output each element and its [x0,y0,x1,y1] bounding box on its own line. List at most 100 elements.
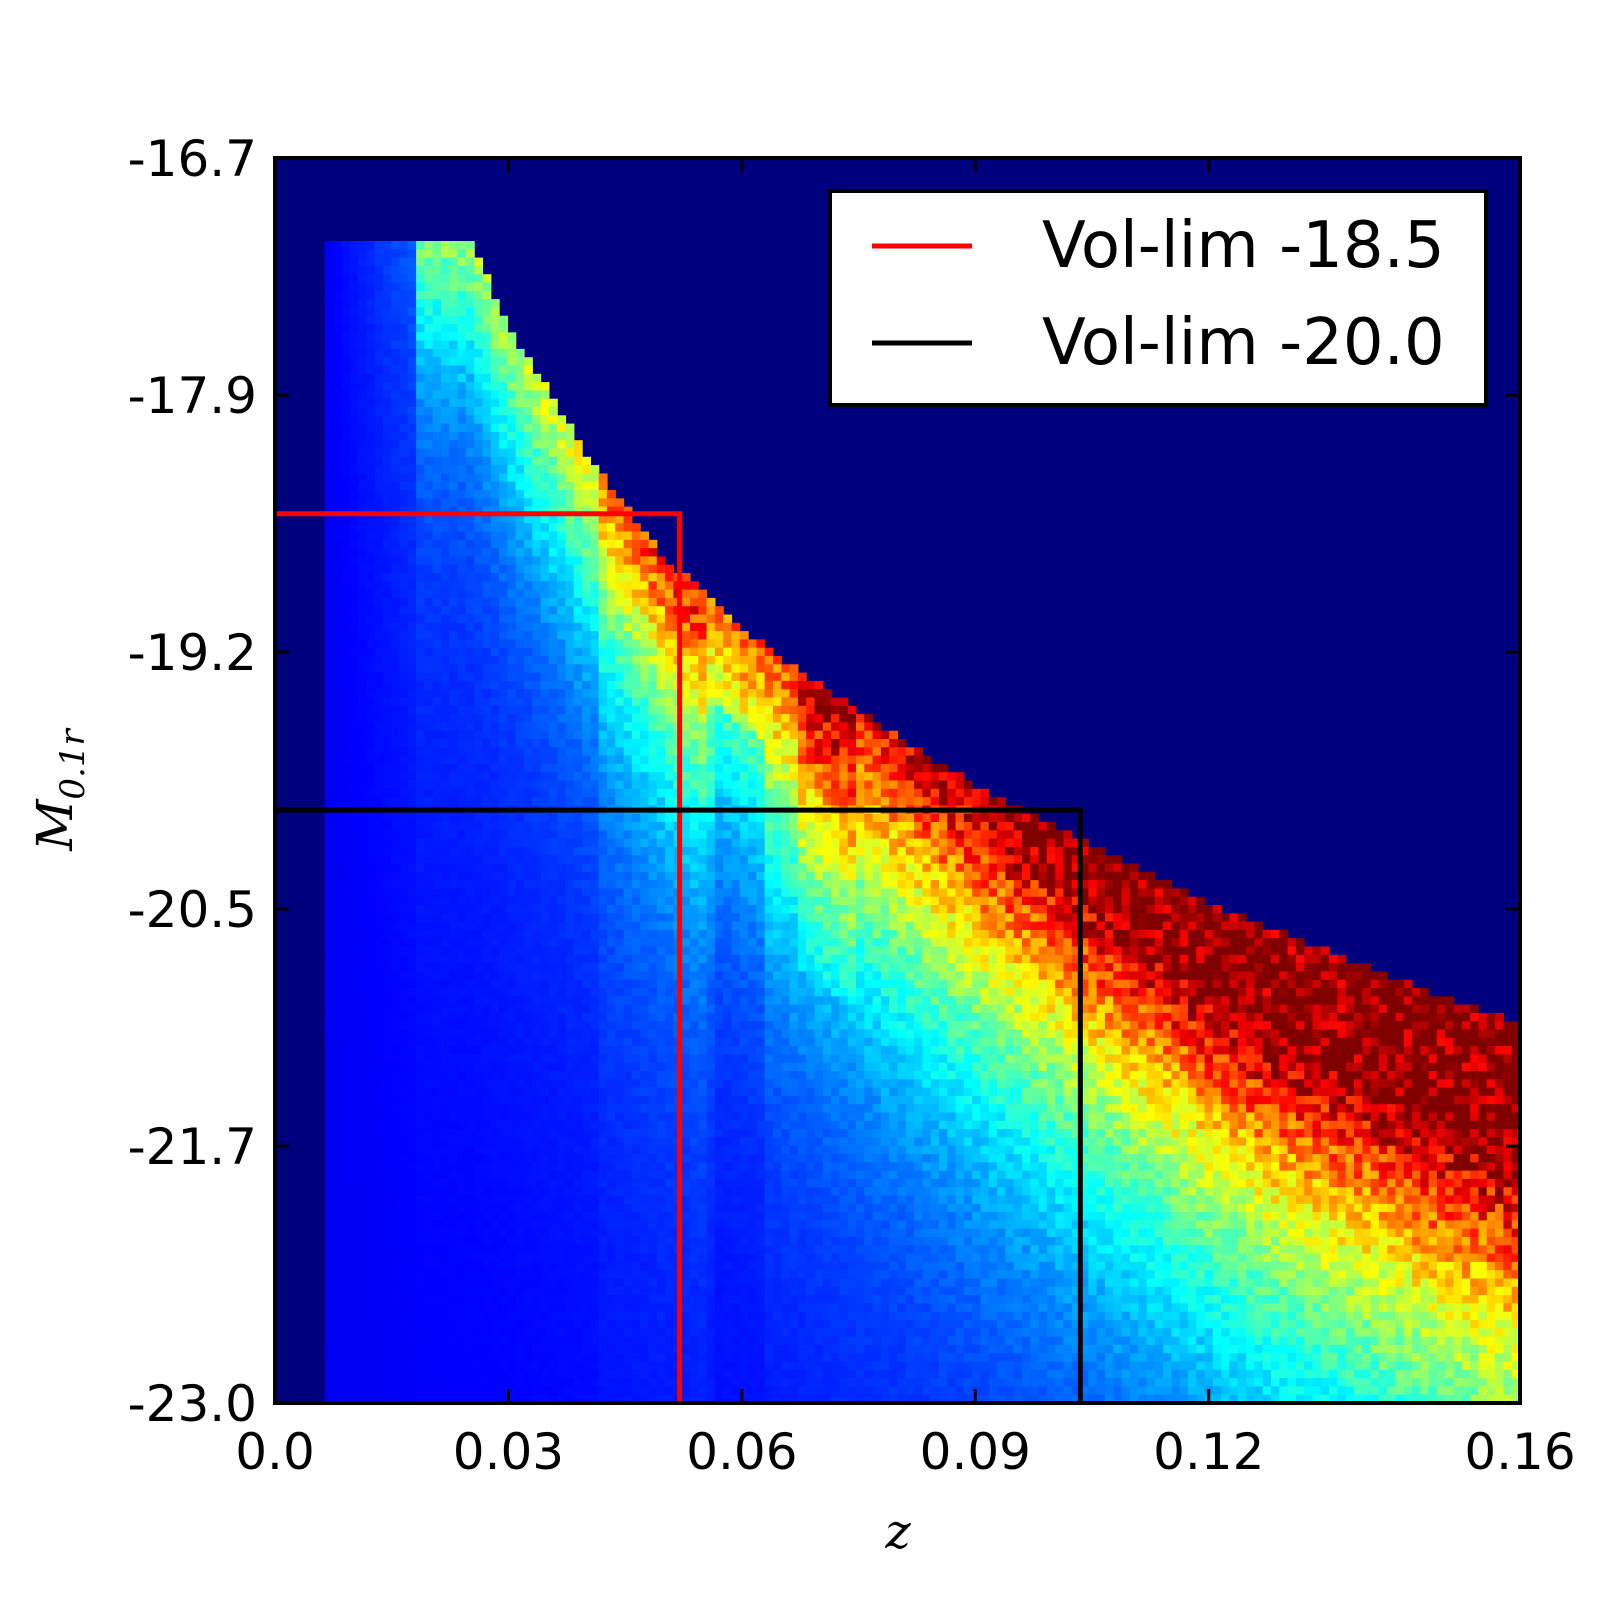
heatmap-cell [399,656,409,665]
heatmap-cell [623,1012,633,1022]
heatmap-cell [341,714,351,723]
heatmap-cell [582,523,591,533]
heatmap-cell [499,415,508,425]
heatmap-cell [623,755,633,765]
heatmap-cell [349,639,359,649]
heatmap-cell [474,672,484,682]
heatmap-cell [548,498,558,508]
heatmap-cell [382,1012,392,1022]
heatmap-cell [490,1170,500,1180]
heatmap-cell [474,1145,484,1155]
heatmap-cell [490,689,500,699]
heatmap-cell [515,539,525,549]
heatmap-cell [532,763,542,773]
heatmap-cell [623,1162,633,1172]
heatmap-cell [449,938,459,948]
heatmap-cell [407,739,417,748]
heatmap-cell [391,290,401,300]
heatmap-cell [524,1261,533,1271]
heatmap-cell [399,689,409,699]
heatmap-cell [382,1079,392,1089]
heatmap-cell [407,614,417,624]
heatmap-cell [441,1336,450,1346]
heatmap-cell [573,880,583,889]
heatmap-cell [358,257,367,267]
heatmap-cell [532,564,542,574]
heatmap-cell [324,763,334,773]
heatmap-cell [582,846,591,856]
heatmap-cell [548,1245,558,1255]
heatmap-cell [507,921,517,931]
heatmap-cell [382,1237,392,1246]
heatmap-cell [507,813,517,823]
heatmap-cell [565,514,575,524]
heatmap-cell [424,855,434,865]
heatmap-cell [590,1344,600,1354]
heatmap-cell [532,846,542,856]
heatmap-cell [333,415,342,425]
heatmap-cell [441,357,450,367]
heatmap-cell [631,1245,641,1255]
heatmap-cell [532,490,542,499]
heatmap-cell [333,1286,342,1296]
heatmap-cell [432,1154,442,1163]
heatmap-cell [374,1062,384,1072]
heatmap-cell [524,1178,533,1188]
heatmap-cell [631,996,641,1006]
heatmap-cell [482,498,492,508]
heatmap-cell [507,905,517,914]
heatmap-cell [474,398,484,408]
heatmap-cell [524,1029,533,1039]
heatmap-cell [374,1295,384,1304]
heatmap-cell [382,1187,392,1197]
heatmap-cell [607,1154,616,1163]
heatmap-cell [631,813,641,823]
heatmap-cell [449,1378,459,1387]
heatmap-cell [333,1195,342,1205]
heatmap-cell [449,407,459,416]
heatmap-cell [490,797,500,806]
heatmap-cell [349,423,359,433]
heatmap-cell [631,1046,641,1055]
heatmap-cell [615,1162,625,1172]
heatmap-cell [449,846,459,856]
heatmap-cell [590,888,600,898]
heatmap-cell [598,581,608,591]
heatmap-cell [407,722,417,732]
heatmap-cell [465,1120,475,1130]
heatmap-cell [474,1178,484,1188]
heatmap-cell [565,1286,575,1296]
heatmap-cell [524,622,533,632]
heatmap-cell [333,871,342,881]
heatmap-cell [474,1253,484,1263]
heatmap-cell [432,407,442,416]
heatmap-cell [399,1079,409,1089]
heatmap-cell [416,913,425,923]
heatmap-cell [341,656,351,665]
heatmap-cell [358,747,367,757]
heatmap-cell [607,1394,616,1403]
heatmap-cell [565,589,575,599]
heatmap-cell [499,1320,508,1329]
heatmap-cell [532,913,542,923]
heatmap-cell [449,1129,459,1138]
heatmap-cell [416,357,425,367]
heatmap-cell [407,1303,417,1313]
heatmap-cell [349,465,359,474]
heatmap-cell [499,1004,508,1014]
heatmap-cell [416,1344,425,1354]
heatmap-cell [490,905,500,914]
heatmap-cell [482,390,492,400]
heatmap-cell [349,481,359,491]
heatmap-cell [532,1311,542,1321]
heatmap-cell [607,954,616,964]
heatmap-cell [416,1228,425,1238]
heatmap-cell [615,614,625,624]
heatmap-cell [615,763,625,773]
heatmap-cell [565,913,575,923]
heatmap-cell [382,1344,392,1354]
heatmap-cell [465,348,475,358]
heatmap-cell [391,622,401,632]
heatmap-cell [507,846,517,856]
heatmap-cell [582,1071,591,1080]
